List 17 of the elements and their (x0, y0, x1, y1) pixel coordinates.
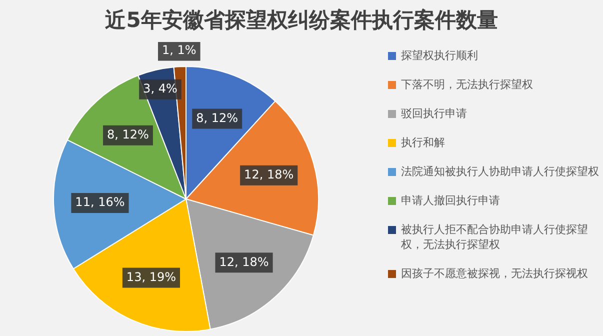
legend-label: 申请人撤回执行申请 (401, 193, 500, 208)
data-label: 3, 4% (143, 81, 178, 96)
data-label: 12, 18% (244, 168, 294, 182)
legend-label: 被执行人拒不配合协助申请人行使探望权，无法执行探望权 (401, 222, 589, 252)
data-label: 8, 12% (107, 127, 149, 142)
data-label: 8, 12% (196, 110, 238, 125)
legend-label: 下落不明，无法执行探望权 (401, 77, 533, 92)
legend-label: 驳回执行申请 (401, 106, 467, 121)
data-label: 1, 1% (162, 42, 196, 57)
chart-title: 近5年安徽省探望权纠纷案件执行案件数量 (104, 7, 499, 34)
data-label: 12, 18% (219, 254, 269, 269)
data-label: 11, 16% (75, 195, 125, 210)
legend-label: 法院通知被执行人协助申请人行使探望权 (401, 164, 599, 179)
data-label: 13, 19% (126, 270, 176, 284)
legend-label: 探望权执行顺利 (401, 48, 478, 63)
legend-label: 因孩子不愿意被探视，无法执行探视权 (401, 266, 588, 281)
legend-label: 执行和解 (401, 135, 445, 150)
